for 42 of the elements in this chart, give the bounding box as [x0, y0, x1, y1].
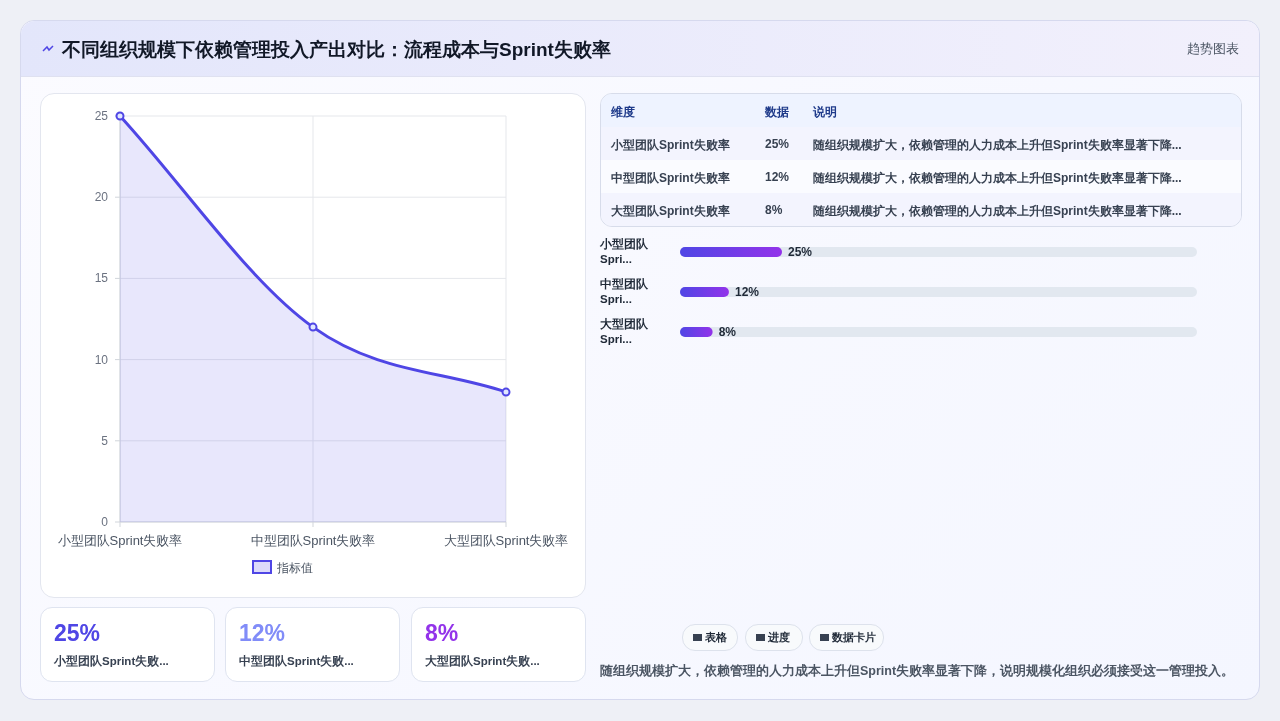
y-tick-label: 0 [101, 515, 109, 529]
text: 25% [765, 137, 790, 151]
y-tick-label: 中型团队Spri... [600, 277, 649, 307]
point [501, 387, 511, 397]
y-tick-label: 大型团队Spri... [600, 317, 649, 347]
text: 数据卡片 [832, 630, 876, 645]
y-tick-label: 10 [94, 352, 109, 367]
text: 说明 [813, 104, 837, 121]
text: 进度 [768, 630, 790, 645]
text: 随组织规模扩大，依赖管理的人力成本上升但Sprint失败率显著下降... [813, 203, 1182, 220]
text: 大型团队Sprint失败... [425, 654, 540, 669]
point [308, 322, 318, 332]
y-tick-label: 25 [94, 109, 109, 123]
text: 12% [239, 620, 286, 647]
y-tick-label: 小型团队Spri... [600, 237, 649, 267]
text: 小型团队Sprint失败... [54, 654, 169, 669]
text: 表格 [705, 630, 727, 645]
text: 随组织规模扩大，依赖管理的人力成本上升但Sprint失败率显著下降... [813, 170, 1182, 187]
text: 中型团队Sprint失败... [239, 654, 354, 669]
text: 趋势图表 [1187, 40, 1239, 58]
text: 8% [425, 620, 459, 647]
text: 大型团队Sprint失败率 [611, 203, 730, 220]
x-tick-label: 大型团队Sprint失败率 [443, 533, 569, 548]
data-label: 25% [788, 245, 813, 259]
text: 中型团队Sprint失败率 [611, 170, 730, 187]
text: 数据 [765, 104, 789, 121]
text: 维度 [611, 104, 635, 121]
text: 12% [765, 170, 790, 184]
legend-label: 指标值 [276, 561, 313, 575]
text: 随组织规模扩大，依赖管理的人力成本上升但Sprint失败率显著下降... [813, 137, 1182, 154]
y-tick-label: 20 [94, 190, 109, 205]
y-tick-label: 15 [94, 271, 109, 286]
text: 随组织规模扩大，依赖管理的人力成本上升但Sprint失败率显著下降，说明规模化组织必须接受这一管理投入。 [600, 663, 1235, 680]
x-tick-label: 小型团队Sprint失败率 [57, 533, 183, 548]
text: 小型团队Sprint失败率 [611, 137, 730, 154]
data-label: 8% [718, 325, 737, 339]
text: 不同组织规模下依赖管理投入产出对比：流程成本与Sprint失败率 [62, 38, 611, 62]
data-label: 12% [734, 285, 760, 299]
text: 25% [54, 620, 101, 647]
x-tick-label: 中型团队Sprint失败率 [250, 533, 376, 548]
text: 8% [765, 203, 783, 217]
y-tick-label: 5 [101, 433, 109, 448]
